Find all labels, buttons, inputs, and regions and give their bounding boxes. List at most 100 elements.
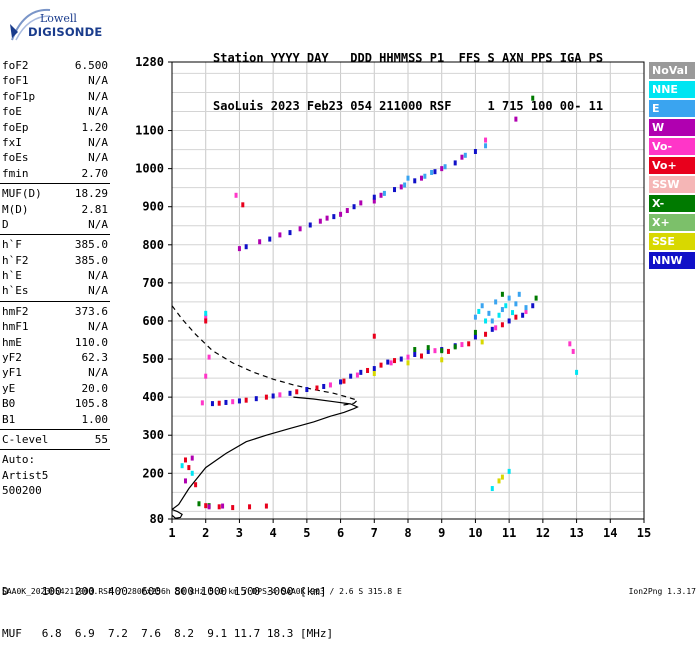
echo-point [406, 354, 410, 360]
param-value: N/A [88, 135, 108, 149]
param-name: hmF2 [2, 304, 29, 318]
x-tick-label: 14 [603, 526, 617, 540]
param-value: N/A [88, 74, 108, 88]
echo-point [204, 314, 208, 320]
param-row-yf1: yF1 N/A [0, 365, 110, 380]
param-row-yf2: yF2 62.3 [0, 350, 110, 365]
echo-point [500, 322, 504, 328]
param-value: 1.20 [81, 120, 109, 134]
echo-point [507, 318, 511, 324]
echo-point [497, 478, 501, 484]
param-name: MUF(D) [2, 187, 42, 201]
y-tick-label: 300 [142, 428, 164, 442]
echo-point [500, 291, 504, 297]
param-value: 20.0 [81, 381, 109, 395]
echo-point [231, 505, 235, 511]
echo-point [433, 169, 437, 175]
echo-point [490, 318, 494, 324]
echo-point [372, 371, 376, 377]
param-name: h`E [2, 269, 22, 283]
param-value: N/A [88, 366, 108, 380]
logo-line1: Lowell [40, 12, 77, 25]
echo-point [349, 373, 353, 379]
param-value: 55 [94, 432, 108, 446]
y-tick-label: 500 [142, 352, 164, 366]
param-row-hf2: h`F2 385.0 [0, 253, 110, 268]
param-value: N/A [88, 269, 108, 283]
param-name: foEs [2, 151, 29, 165]
echo-point [204, 503, 208, 509]
station-header: Station YYYY DAY DDD HHMMSS P1 FFS S AXN… [213, 18, 603, 130]
y-tick-label: 400 [142, 390, 164, 404]
echo-point [187, 465, 191, 471]
param-value: 18.29 [74, 187, 108, 201]
echo-point [484, 331, 488, 337]
echo-point [426, 348, 430, 354]
param-value: N/A [88, 151, 108, 165]
echo-point [204, 310, 208, 316]
param-value: 110.0 [74, 335, 108, 349]
param-name: M(D) [2, 202, 29, 216]
echo-point [504, 303, 508, 309]
param-value: N/A [88, 284, 108, 298]
echo-point [473, 148, 477, 154]
echo-point [217, 504, 221, 510]
param-row-foes: foEs N/A [0, 150, 110, 165]
param-row-hes: h`Es N/A [0, 283, 110, 298]
echo-point [480, 303, 484, 309]
echo-point [372, 198, 376, 204]
echo-point [497, 312, 501, 318]
echo-point [288, 390, 292, 396]
echo-point [241, 202, 245, 208]
param-name: fxI [2, 135, 22, 149]
echo-point [473, 314, 477, 320]
param-separator [0, 428, 110, 430]
param-value: N/A [88, 320, 108, 334]
echo-point [484, 137, 488, 143]
param-row-fof1p: foF1p N/A [0, 89, 110, 104]
echo-point [318, 218, 322, 224]
echo-point [413, 347, 417, 353]
echo-point [514, 116, 518, 122]
profile-solid-line [171, 396, 359, 510]
param-value: 62.3 [81, 351, 109, 365]
echo-point [325, 215, 329, 221]
echo-point [359, 200, 363, 206]
echo-point [339, 211, 343, 217]
echo-point [237, 398, 241, 404]
param-name: foF1p [2, 89, 36, 103]
echo-point [463, 152, 467, 158]
echo-point [403, 182, 407, 188]
param-separator [0, 234, 110, 236]
legend-item-ssw: SSW [649, 176, 695, 193]
echo-point [419, 175, 423, 181]
echo-point [372, 194, 376, 200]
legend-item-xminus: X- [649, 195, 695, 212]
echo-point [359, 369, 363, 375]
echo-point [210, 401, 214, 407]
param-separator [0, 183, 110, 185]
echo-point [443, 164, 447, 170]
echo-point [224, 399, 228, 405]
echo-point [571, 348, 575, 354]
legend-item-noval: NoVal [649, 62, 695, 79]
param-row-hmf1: hmF1 N/A [0, 319, 110, 334]
param-value: 6.500 [74, 59, 108, 72]
echo-point [419, 353, 423, 359]
echo-points [180, 95, 579, 511]
echo-point [305, 387, 309, 393]
ionogram-plot: 1 2 3 4 5 6 7 8 9 10 11 12 13 14 15 802003004005006007… [135, 55, 651, 540]
param-name: hmE [2, 335, 22, 349]
y-tick-label: 700 [142, 276, 164, 290]
echo-point [183, 457, 187, 463]
param-row-md: M(D) 2.81 [0, 202, 110, 217]
echo-point [521, 312, 525, 318]
echo-point [183, 478, 187, 484]
param-name: yE [2, 381, 16, 395]
param-name: D [2, 217, 9, 231]
echo-point [575, 369, 579, 375]
echo-point [372, 333, 376, 339]
y-tick-label: 80 [150, 512, 164, 526]
echo-point [372, 366, 376, 372]
echo-point [413, 178, 417, 184]
